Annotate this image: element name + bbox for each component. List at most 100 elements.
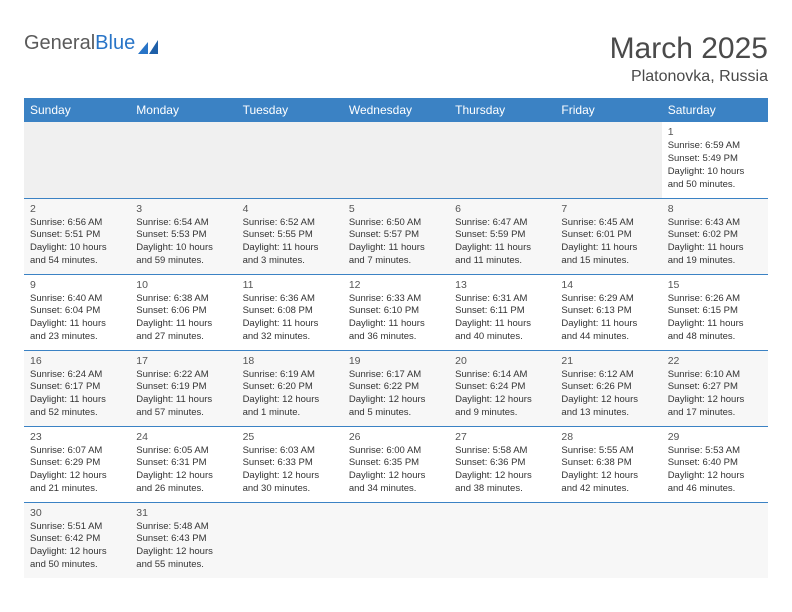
calendar-day — [343, 122, 449, 198]
daylight-text: Daylight: 12 hours and 34 minutes. — [349, 470, 443, 496]
daylight-text: Daylight: 11 hours and 15 minutes. — [561, 242, 655, 268]
col-monday: Monday — [130, 98, 236, 122]
sunrise-text: Sunrise: 6:50 AM — [349, 217, 443, 230]
daylight-text: Daylight: 12 hours and 21 minutes. — [30, 470, 124, 496]
daylight-text: Daylight: 12 hours and 50 minutes. — [30, 546, 124, 572]
daylight-text: Daylight: 12 hours and 1 minute. — [243, 394, 337, 420]
sunrise-text: Sunrise: 5:58 AM — [455, 445, 549, 458]
sunset-text: Sunset: 6:35 PM — [349, 457, 443, 470]
sunrise-text: Sunrise: 5:53 AM — [668, 445, 762, 458]
sunrise-text: Sunrise: 6:26 AM — [668, 293, 762, 306]
calendar-day: 2Sunrise: 6:56 AMSunset: 5:51 PMDaylight… — [24, 198, 130, 274]
daylight-text: Daylight: 12 hours and 5 minutes. — [349, 394, 443, 420]
page-subtitle: Platonovka, Russia — [610, 68, 768, 86]
calendar-day: 5Sunrise: 6:50 AMSunset: 5:57 PMDaylight… — [343, 198, 449, 274]
day-number: 15 — [668, 278, 762, 292]
sunset-text: Sunset: 6:33 PM — [243, 457, 337, 470]
day-number: 21 — [561, 354, 655, 368]
calendar-day — [343, 502, 449, 578]
day-number: 19 — [349, 354, 443, 368]
calendar-day: 29Sunrise: 5:53 AMSunset: 6:40 PMDayligh… — [662, 426, 768, 502]
day-number: 23 — [30, 430, 124, 444]
calendar-day: 12Sunrise: 6:33 AMSunset: 6:10 PMDayligh… — [343, 274, 449, 350]
sunset-text: Sunset: 6:31 PM — [136, 457, 230, 470]
calendar-week: 23Sunrise: 6:07 AMSunset: 6:29 PMDayligh… — [24, 426, 768, 502]
daylight-text: Daylight: 11 hours and 19 minutes. — [668, 242, 762, 268]
sunset-text: Sunset: 5:51 PM — [30, 229, 124, 242]
col-tuesday: Tuesday — [237, 98, 343, 122]
logo-text-1: General — [24, 32, 95, 55]
calendar-day: 13Sunrise: 6:31 AMSunset: 6:11 PMDayligh… — [449, 274, 555, 350]
sunset-text: Sunset: 5:49 PM — [668, 153, 762, 166]
calendar-day: 26Sunrise: 6:00 AMSunset: 6:35 PMDayligh… — [343, 426, 449, 502]
day-number: 18 — [243, 354, 337, 368]
day-number: 17 — [136, 354, 230, 368]
daylight-text: Daylight: 11 hours and 3 minutes. — [243, 242, 337, 268]
sunrise-text: Sunrise: 6:47 AM — [455, 217, 549, 230]
calendar-day — [24, 122, 130, 198]
day-number: 6 — [455, 202, 549, 216]
sunrise-text: Sunrise: 6:05 AM — [136, 445, 230, 458]
sunrise-text: Sunrise: 6:24 AM — [30, 369, 124, 382]
sunrise-text: Sunrise: 6:52 AM — [243, 217, 337, 230]
sunrise-text: Sunrise: 5:48 AM — [136, 521, 230, 534]
day-number: 29 — [668, 430, 762, 444]
calendar-day: 18Sunrise: 6:19 AMSunset: 6:20 PMDayligh… — [237, 350, 343, 426]
day-number: 5 — [349, 202, 443, 216]
daylight-text: Daylight: 11 hours and 27 minutes. — [136, 318, 230, 344]
sunset-text: Sunset: 6:19 PM — [136, 381, 230, 394]
daylight-text: Daylight: 12 hours and 13 minutes. — [561, 394, 655, 420]
logo-text-2: Blue — [95, 32, 135, 55]
daylight-text: Daylight: 12 hours and 38 minutes. — [455, 470, 549, 496]
sunset-text: Sunset: 6:20 PM — [243, 381, 337, 394]
day-number: 8 — [668, 202, 762, 216]
sunset-text: Sunset: 6:08 PM — [243, 305, 337, 318]
sunrise-text: Sunrise: 6:36 AM — [243, 293, 337, 306]
calendar-day: 30Sunrise: 5:51 AMSunset: 6:42 PMDayligh… — [24, 502, 130, 578]
sunrise-text: Sunrise: 5:55 AM — [561, 445, 655, 458]
sunset-text: Sunset: 5:55 PM — [243, 229, 337, 242]
daylight-text: Daylight: 11 hours and 23 minutes. — [30, 318, 124, 344]
day-number: 31 — [136, 506, 230, 520]
sunset-text: Sunset: 6:27 PM — [668, 381, 762, 394]
sunset-text: Sunset: 6:36 PM — [455, 457, 549, 470]
daylight-text: Daylight: 10 hours and 59 minutes. — [136, 242, 230, 268]
daylight-text: Daylight: 10 hours and 54 minutes. — [30, 242, 124, 268]
calendar-day: 6Sunrise: 6:47 AMSunset: 5:59 PMDaylight… — [449, 198, 555, 274]
page-header: GeneralBlue March 2025 Platonovka, Russi… — [24, 32, 768, 86]
sunrise-text: Sunrise: 6:31 AM — [455, 293, 549, 306]
daylight-text: Daylight: 11 hours and 7 minutes. — [349, 242, 443, 268]
day-number: 30 — [30, 506, 124, 520]
day-number: 25 — [243, 430, 337, 444]
day-number: 10 — [136, 278, 230, 292]
sunrise-text: Sunrise: 6:54 AM — [136, 217, 230, 230]
calendar-week: 2Sunrise: 6:56 AMSunset: 5:51 PMDaylight… — [24, 198, 768, 274]
sunrise-text: Sunrise: 6:22 AM — [136, 369, 230, 382]
sunrise-text: Sunrise: 6:12 AM — [561, 369, 655, 382]
sunset-text: Sunset: 6:15 PM — [668, 305, 762, 318]
day-number: 20 — [455, 354, 549, 368]
sunset-text: Sunset: 6:26 PM — [561, 381, 655, 394]
calendar-day: 11Sunrise: 6:36 AMSunset: 6:08 PMDayligh… — [237, 274, 343, 350]
sunset-text: Sunset: 6:11 PM — [455, 305, 549, 318]
daylight-text: Daylight: 11 hours and 48 minutes. — [668, 318, 762, 344]
title-block: March 2025 Platonovka, Russia — [610, 32, 768, 86]
calendar-body: 1Sunrise: 6:59 AMSunset: 5:49 PMDaylight… — [24, 122, 768, 578]
day-number: 22 — [668, 354, 762, 368]
calendar-week: 9Sunrise: 6:40 AMSunset: 6:04 PMDaylight… — [24, 274, 768, 350]
day-number: 9 — [30, 278, 124, 292]
daylight-text: Daylight: 10 hours and 50 minutes. — [668, 166, 762, 192]
daylight-text: Daylight: 11 hours and 44 minutes. — [561, 318, 655, 344]
day-number: 3 — [136, 202, 230, 216]
calendar-day: 19Sunrise: 6:17 AMSunset: 6:22 PMDayligh… — [343, 350, 449, 426]
page-title: March 2025 — [610, 32, 768, 66]
col-wednesday: Wednesday — [343, 98, 449, 122]
col-sunday: Sunday — [24, 98, 130, 122]
daylight-text: Daylight: 11 hours and 52 minutes. — [30, 394, 124, 420]
day-number: 2 — [30, 202, 124, 216]
col-friday: Friday — [555, 98, 661, 122]
sunrise-text: Sunrise: 5:51 AM — [30, 521, 124, 534]
calendar-day: 8Sunrise: 6:43 AMSunset: 6:02 PMDaylight… — [662, 198, 768, 274]
sunrise-text: Sunrise: 6:00 AM — [349, 445, 443, 458]
sunset-text: Sunset: 6:10 PM — [349, 305, 443, 318]
